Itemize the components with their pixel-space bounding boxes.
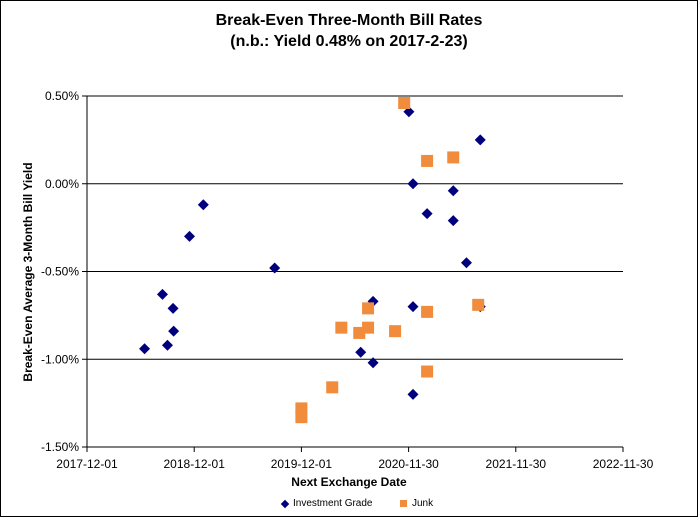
junk-point [421,365,434,378]
y-tick-label: -1.50% [41,440,79,454]
x-tick-label: 2021-11-30 [486,457,547,471]
junk-point [362,321,375,334]
legend-label-junk: Junk [412,498,434,509]
x-tick-label: 2019-12-01 [271,457,333,471]
investment-grade-point [269,262,281,274]
investment-grade-point [407,178,419,190]
investment-grade-point [197,199,209,211]
chart-subtitle: (n.b.: Yield 0.48% on 2017-2-23) [230,33,468,50]
legend-item-junk: Junk [400,498,433,509]
investment-grade-point [161,339,173,351]
investment-grade-point [167,302,179,314]
junk-point [421,305,434,318]
investment-grade-point [403,106,415,118]
investment-grade-point [184,230,196,242]
investment-grade-point [168,325,180,337]
investment-grade-point [421,208,433,220]
square-marker-icon [400,500,407,507]
investment-grade-point [407,301,419,313]
junk-point [335,321,348,334]
x-tick-label: 2022-11-30 [593,457,654,471]
diamond-marker-icon [280,499,290,508]
junk-point [447,151,460,164]
x-tick-label: 2017-12-01 [56,457,118,471]
x-tick-label: 2018-12-01 [164,457,226,471]
investment-grade-point [447,215,459,227]
junk-point [421,154,434,167]
y-tick-label: -1.00% [41,352,79,366]
y-tick-label: -0.50% [41,265,79,279]
junk-point [472,298,485,311]
investment-grade-point [139,343,151,355]
junk-point [398,97,411,110]
junk-point [362,302,375,315]
investment-grade-point [156,288,168,300]
junk-point [326,381,339,394]
investment-grade-point [407,388,419,400]
investment-grade-point [355,346,367,358]
investment-grade-point [367,357,379,369]
chart-title: Break-Even Three-Month Bill Rates [215,12,483,29]
x-axis-label: Next Exchange Date [291,475,407,489]
y-tick-label: 0.50% [45,89,79,103]
legend-label-investment-grade: Investment Grade [293,498,373,509]
y-tick-label: 0.00% [45,177,79,191]
x-tick-label: 2020-11-30 [378,457,439,471]
junk-point [295,411,308,424]
investment-grade-point [474,134,486,146]
junk-point [389,325,402,338]
legend-item-investment-grade: Investment Grade [280,498,373,509]
investment-grade-point [460,257,472,269]
investment-grade-point [447,185,459,197]
